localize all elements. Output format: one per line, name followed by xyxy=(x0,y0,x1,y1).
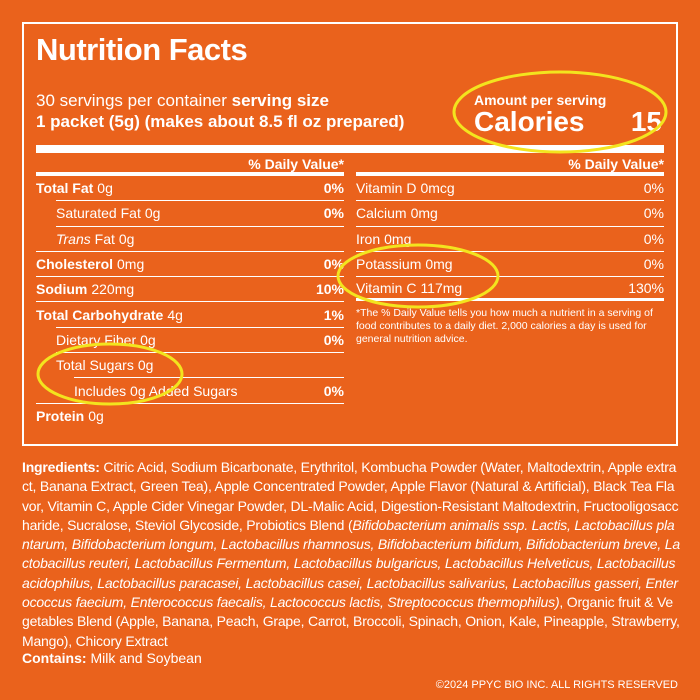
nutrient-row: Calcium 0mg 0% xyxy=(356,200,664,225)
nutrient-dv: 1% xyxy=(323,306,344,323)
nutrient-name: Vitamin D xyxy=(356,180,417,197)
nutrient-amount: 4g xyxy=(167,306,183,323)
ingredients-italic: Bifidobacterium animalis ssp. Lactis, La… xyxy=(22,516,680,611)
nutrient-amount: 0mg xyxy=(410,205,438,222)
nutrient-amount: 0g xyxy=(140,331,156,348)
nutrient-dv: 0% xyxy=(323,382,344,399)
nutrient-row: Vitamin C 117mg 130% xyxy=(356,276,664,302)
dv-header: % Daily Value* xyxy=(36,155,344,175)
nutrient-row: Saturated Fat 0g 0% xyxy=(56,200,344,225)
nutrient-dv: 0% xyxy=(643,230,664,247)
thick-rule xyxy=(36,145,664,153)
nutrient-name: Total Carbohydrate xyxy=(36,306,164,323)
nutrient-amount: 0mg xyxy=(425,256,453,273)
nutrient-amount: 0mcg xyxy=(420,180,455,197)
calories: Calories 15 xyxy=(474,106,662,138)
nutrient-amount: 220mg xyxy=(91,281,135,298)
nutrient-row: Protein 0g xyxy=(36,402,344,428)
nutrient-name: Saturated Fat xyxy=(56,205,141,222)
serving-info: 30 servings per container serving size 1 … xyxy=(36,90,456,132)
nutrient-amount: 0mg xyxy=(117,256,145,273)
nutrient-row: Total Carbohydrate 4g 1% xyxy=(36,301,344,326)
nutrient-row: Dietary Fiber 0g 0% xyxy=(56,326,344,352)
footnote: *The % Daily Value tells you how much a … xyxy=(356,307,653,346)
nutrient-dv: 130% xyxy=(628,279,664,296)
nutrient-amount: 0g xyxy=(88,407,104,424)
nutrient-name: Total Fat xyxy=(36,180,94,197)
nutrient-name: Includes 0g Added Sugars xyxy=(74,382,238,399)
nutrient-dv: 0% xyxy=(643,256,664,273)
ingredients-text: , Organic fruit & Vegetables Blend (Appl… xyxy=(22,594,680,649)
nutrient-dv: 0% xyxy=(323,331,344,348)
nutrient-amount: 0g xyxy=(144,205,161,222)
nutrient-dv: 0% xyxy=(323,205,344,222)
facts-panel xyxy=(22,22,678,446)
nutrient-row: Sodium 220mg 10% xyxy=(36,276,344,301)
nutrient-amount: 0g xyxy=(97,180,113,197)
ingredients-label: Ingredients: xyxy=(22,459,100,475)
servings: 30 servings per container xyxy=(36,91,227,110)
nutrient-dv: 0% xyxy=(323,180,344,197)
nutrient-row: Total Sugars 0g xyxy=(56,352,344,377)
nutrient-dv: 10% xyxy=(315,281,344,298)
nutrient-row: Includes 0g Added Sugars 0% xyxy=(74,377,344,402)
contains-text: Milk and Soybean xyxy=(86,650,202,666)
ingredients-text: Citric Acid, Sodium Bicarbonate, Erythri… xyxy=(22,459,679,533)
nutrient-name: Potassium xyxy=(356,256,422,273)
nutrient-name: Sodium xyxy=(36,281,88,298)
dv-header: % Daily Value* xyxy=(356,155,664,175)
ingredients: Ingredients: Citric Acid, Sodium Bicarbo… xyxy=(22,458,680,651)
nutrient-name: Protein xyxy=(36,407,85,424)
nutrient-name: Dietary Fiber xyxy=(56,331,137,348)
nutrient-row: Vitamin D 0mcg 0% xyxy=(356,175,664,200)
contains: Contains: Milk and Soybean xyxy=(22,650,202,666)
nutrient-name: Total Sugars xyxy=(56,357,134,374)
nutrient-name: Vitamin C xyxy=(356,279,417,296)
nutrient-dv: 0% xyxy=(643,180,664,197)
nutrient-name: Fat xyxy=(94,230,115,247)
nutrient-name-italic: Trans xyxy=(56,230,91,247)
contains-label: Contains: xyxy=(22,650,87,666)
nutrient-row: Iron 0mg 0% xyxy=(356,225,664,251)
nutrient-amount: 0mg xyxy=(384,230,412,247)
nutrient-name: Calcium xyxy=(356,205,407,222)
copyright: ©2024 PPYC BIO INC. ALL RIGHTS RESERVED xyxy=(435,679,678,691)
nutrient-dv: 0% xyxy=(643,205,664,222)
serving-size-label: serving size xyxy=(231,91,329,110)
title: Nutrition Facts xyxy=(36,32,248,67)
nutrient-name: Iron xyxy=(356,230,381,247)
nutrient-row: Trans Fat 0g xyxy=(56,225,344,251)
nutrient-amount: 0g xyxy=(137,357,154,374)
nutrient-name: Cholesterol xyxy=(36,256,114,273)
right-column: % Daily Value* Vitamin D 0mcg 0% Calcium 0m… xyxy=(356,155,664,346)
nutrient-dv: 0% xyxy=(323,256,344,273)
nutrient-amount: 117mg xyxy=(420,279,463,296)
calories-value: 15 xyxy=(630,106,662,137)
nutrient-row: Cholesterol 0mg 0% xyxy=(36,250,344,276)
left-column: % Daily Value* Total Fat 0g 0% Saturated F… xyxy=(36,155,344,428)
nutrient-row: Total Fat 0g 0% xyxy=(36,175,344,200)
calories-label: Calories xyxy=(474,106,585,137)
nutrient-amount: 0g xyxy=(118,230,135,247)
serving-size: 1 packet (5g) (makes about 8.5 fl oz pre… xyxy=(36,112,405,131)
nutrient-row: Potassium 0mg 0% xyxy=(356,250,664,276)
